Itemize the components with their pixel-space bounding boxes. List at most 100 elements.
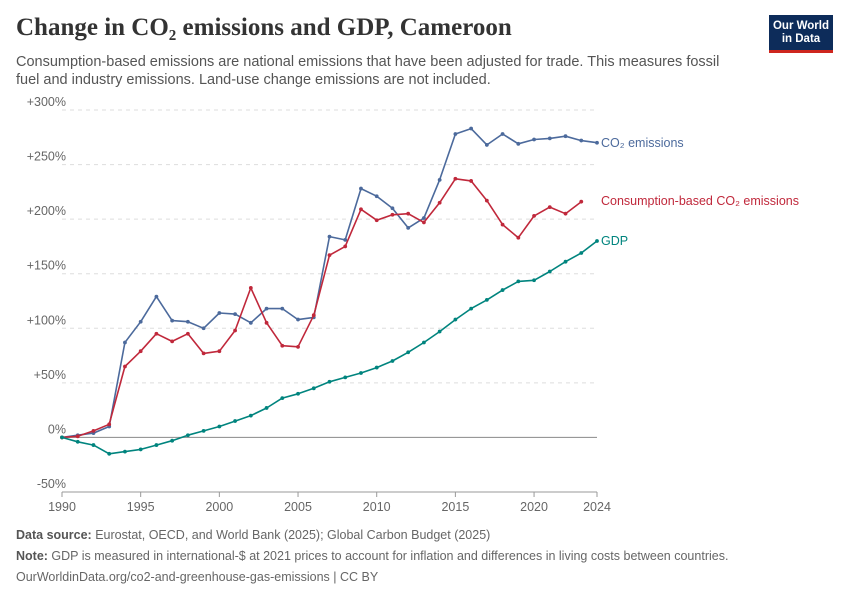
data-point bbox=[123, 364, 127, 369]
data-point bbox=[469, 179, 474, 183]
data-point bbox=[217, 349, 222, 354]
data-point bbox=[484, 298, 489, 302]
data-point bbox=[532, 213, 536, 218]
data-point bbox=[201, 351, 206, 356]
data-point bbox=[217, 424, 222, 429]
data-point bbox=[532, 278, 536, 283]
data-point bbox=[248, 413, 253, 418]
data-point bbox=[311, 313, 316, 318]
data-point bbox=[264, 306, 269, 311]
data-point bbox=[280, 306, 285, 311]
data-point bbox=[296, 344, 300, 349]
data-point bbox=[343, 375, 348, 380]
data-point bbox=[170, 438, 175, 443]
data-point bbox=[170, 339, 175, 344]
data-point bbox=[185, 331, 190, 336]
data-point bbox=[185, 319, 190, 324]
y-tick-label: +50% bbox=[34, 368, 66, 382]
y-tick-label: +100% bbox=[27, 313, 66, 327]
data-point bbox=[484, 198, 489, 203]
x-tick-label: 2000 bbox=[205, 500, 233, 514]
data-point bbox=[185, 433, 190, 438]
data-point bbox=[406, 350, 411, 355]
x-tick-label: 2015 bbox=[441, 500, 469, 514]
data-point bbox=[138, 319, 143, 324]
data-point bbox=[343, 244, 348, 249]
y-tick-label: +300% bbox=[27, 95, 66, 109]
logo-line-1: Our World bbox=[772, 20, 829, 32]
data-point bbox=[107, 422, 112, 427]
x-tick-label: 2010 bbox=[363, 500, 391, 514]
data-point bbox=[500, 288, 505, 292]
y-tick-label: +200% bbox=[27, 204, 66, 218]
data-point bbox=[500, 222, 505, 227]
data-point bbox=[422, 220, 426, 225]
data-point bbox=[296, 317, 300, 322]
data-point bbox=[422, 216, 426, 220]
data-point bbox=[516, 141, 521, 146]
data-point bbox=[579, 251, 584, 255]
chart-note-label: Note: bbox=[16, 549, 48, 563]
y-tick-label: -50% bbox=[37, 477, 66, 491]
data-point bbox=[154, 331, 159, 336]
series-label: GDP bbox=[601, 234, 628, 248]
data-point bbox=[547, 136, 552, 141]
data-point bbox=[453, 176, 458, 181]
data-point bbox=[248, 286, 253, 290]
data-point bbox=[406, 225, 411, 230]
data-point bbox=[563, 259, 568, 264]
x-tick-label: 1990 bbox=[48, 500, 76, 514]
data-point bbox=[374, 365, 379, 370]
series-line bbox=[61, 178, 582, 439]
series-label: Consumption-based CO₂ emissions bbox=[601, 194, 799, 208]
source-url-text[interactable]: OurWorldinData.org/co2-and-greenhouse-ga… bbox=[16, 570, 379, 584]
data-point bbox=[217, 311, 222, 315]
data-point bbox=[264, 406, 269, 410]
data-point bbox=[107, 451, 112, 456]
x-tick-label: 2005 bbox=[284, 500, 312, 514]
data-source-label: Data source: bbox=[16, 528, 92, 542]
data-source: Data source: Eurostat, OECD, and World B… bbox=[16, 528, 490, 542]
data-point bbox=[390, 359, 395, 363]
x-tick-label: 1995 bbox=[127, 500, 155, 514]
data-point bbox=[469, 126, 474, 131]
series-line bbox=[61, 240, 598, 455]
x-tick-label: 2020 bbox=[520, 500, 548, 514]
data-point bbox=[233, 328, 237, 333]
data-point bbox=[500, 132, 505, 136]
data-point bbox=[343, 237, 348, 242]
data-point bbox=[374, 218, 379, 223]
data-point bbox=[123, 340, 127, 345]
data-point bbox=[406, 211, 411, 216]
data-point bbox=[595, 140, 599, 145]
data-point bbox=[75, 434, 80, 439]
data-point bbox=[563, 211, 568, 216]
chart-note: Note: GDP is measured in international-$… bbox=[16, 549, 728, 563]
data-point bbox=[296, 391, 300, 396]
data-point bbox=[280, 396, 285, 401]
chart-title: Change in CO₂ emissions and GDP, Cameroo… bbox=[16, 14, 512, 41]
data-point bbox=[248, 320, 253, 325]
data-point bbox=[547, 269, 552, 274]
data-point bbox=[453, 317, 458, 322]
source-url[interactable]: OurWorldinData.org/co2-and-greenhouse-ga… bbox=[16, 570, 378, 584]
data-point bbox=[374, 194, 379, 199]
data-point bbox=[359, 207, 363, 212]
data-point bbox=[422, 340, 426, 345]
data-point bbox=[201, 428, 206, 433]
data-point bbox=[579, 138, 584, 143]
data-point bbox=[437, 200, 442, 205]
data-point bbox=[563, 134, 568, 139]
series-label: CO₂ emissions bbox=[601, 136, 684, 150]
data-point bbox=[437, 177, 442, 182]
y-tick-label: 0% bbox=[48, 422, 66, 436]
data-point bbox=[233, 419, 237, 423]
data-point bbox=[154, 294, 159, 299]
data-point bbox=[60, 435, 64, 440]
owid-logo[interactable]: Our World in Data bbox=[769, 15, 833, 53]
x-tick-label: 2024 bbox=[583, 500, 611, 514]
data-point bbox=[138, 349, 143, 354]
y-tick-label: +150% bbox=[27, 259, 66, 273]
y-tick-label: +250% bbox=[27, 150, 66, 164]
